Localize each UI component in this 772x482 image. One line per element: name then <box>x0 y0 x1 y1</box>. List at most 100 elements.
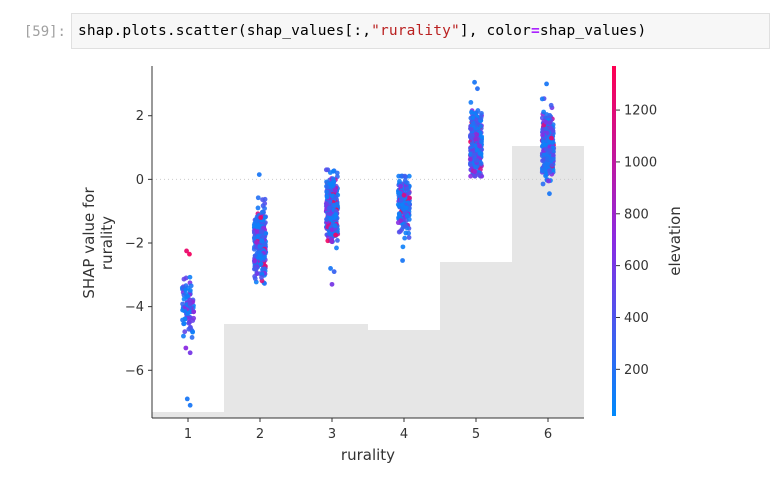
scatter-point <box>324 216 329 222</box>
histogram-layer <box>152 146 584 418</box>
code-token: = <box>530 23 540 39</box>
scatter-point <box>186 320 192 326</box>
code-line[interactable]: shap.plots.scatter(shap_values[:,"rurali… <box>78 23 646 39</box>
scatter-point <box>395 202 401 208</box>
scatter-point <box>258 215 264 220</box>
scatter-point <box>332 187 338 193</box>
scatter-point <box>400 206 406 212</box>
scatter-point <box>401 192 407 198</box>
scatter-point <box>188 283 194 289</box>
histogram-bar <box>440 262 512 418</box>
scatter-point <box>468 126 474 132</box>
scatter-point <box>334 245 339 251</box>
scatter-point <box>473 136 479 142</box>
y-tick-label: 2 <box>136 109 144 124</box>
scatter-point <box>187 288 193 293</box>
scatter-point <box>540 167 545 173</box>
code-token: "rurality" <box>371 23 460 39</box>
scatter-point <box>469 141 475 147</box>
scatter-point <box>327 231 333 237</box>
scatter-point <box>254 271 260 277</box>
scatter-point <box>470 115 476 121</box>
scatter-point <box>404 180 410 186</box>
y-tick-label: −2 <box>125 237 144 252</box>
colorbar: 200 400 600 800 1000 1200 elevation <box>612 66 684 416</box>
scatter-point <box>262 254 267 260</box>
scatter-point <box>469 109 474 115</box>
scatter-point <box>539 96 545 102</box>
scatter-point <box>259 209 265 215</box>
scatter-point <box>544 81 549 87</box>
scatter-point <box>543 142 549 148</box>
scatter-point <box>549 135 554 141</box>
scatter-point <box>190 329 196 335</box>
scatter-point <box>191 309 197 315</box>
scatter-point <box>398 183 403 189</box>
scatter-point <box>187 402 193 408</box>
scatter-point <box>396 211 402 217</box>
scatter-point <box>550 153 556 158</box>
scatter-point <box>187 251 192 257</box>
scatter-point <box>327 205 332 211</box>
scatter-point <box>259 238 265 244</box>
scatter-point <box>468 162 473 168</box>
scatter-point <box>403 223 408 229</box>
scatter-point <box>324 194 330 200</box>
cell-prompt: [59]: <box>23 24 66 40</box>
scatter-point <box>328 266 333 271</box>
scatter-point <box>181 321 187 327</box>
scatter-point <box>543 146 549 152</box>
scatter-point <box>547 191 552 197</box>
scatter-point <box>477 150 483 156</box>
colorbar-tick-label: 400 <box>624 311 649 326</box>
scatter-point <box>404 186 410 192</box>
scatter-point <box>467 156 473 162</box>
scatter-point <box>259 229 264 235</box>
y-tick-label: −6 <box>125 364 144 379</box>
scatter-point <box>398 218 404 224</box>
scatter-point <box>334 170 340 176</box>
scatter-point <box>477 143 482 149</box>
scatter-points <box>179 79 557 408</box>
scatter-point <box>252 258 258 264</box>
scatter-point <box>468 99 474 105</box>
scatter-point <box>333 194 339 200</box>
scatter-point <box>253 240 259 245</box>
scatter-point <box>406 235 412 240</box>
code-input-area[interactable]: shap.plots.scatter(shap_values[:,"rurali… <box>71 13 770 49</box>
scatter-point <box>181 296 187 302</box>
scatter-point <box>400 244 406 250</box>
scatter-point <box>471 152 477 157</box>
code-token: . <box>166 23 176 39</box>
scatter-point <box>402 235 408 241</box>
scatter-point <box>191 315 197 321</box>
scatter-point <box>324 179 329 185</box>
y-tick-label: 0 <box>136 173 144 188</box>
scatter-point <box>260 234 266 240</box>
code-token: shap_values) <box>539 23 647 39</box>
colorbar-gradient <box>612 66 616 416</box>
scatter-point <box>262 242 268 247</box>
code-token: plots <box>122 23 167 39</box>
scatter-point <box>324 184 330 190</box>
colorbar-tick-label: 600 <box>624 259 649 274</box>
x-tick-label: 4 <box>400 427 408 442</box>
scatter-point <box>468 132 473 138</box>
scatter-point <box>544 156 550 162</box>
scatter-point <box>186 316 192 322</box>
scatter-point <box>256 172 262 177</box>
x-tick-label: 6 <box>544 427 552 442</box>
colorbar-tick-label: 200 <box>624 363 649 378</box>
scatter-point <box>547 168 552 174</box>
colorbar-label: elevation <box>666 206 684 275</box>
scatter-point <box>182 329 188 335</box>
scatter-point <box>329 281 335 287</box>
scatter-point <box>258 256 264 262</box>
scatter-point <box>543 119 549 125</box>
scatter-point <box>329 239 335 244</box>
histogram-bar <box>512 146 584 418</box>
scatter-point <box>187 274 193 280</box>
scatter-point <box>181 333 186 339</box>
scatter-point <box>402 173 408 179</box>
